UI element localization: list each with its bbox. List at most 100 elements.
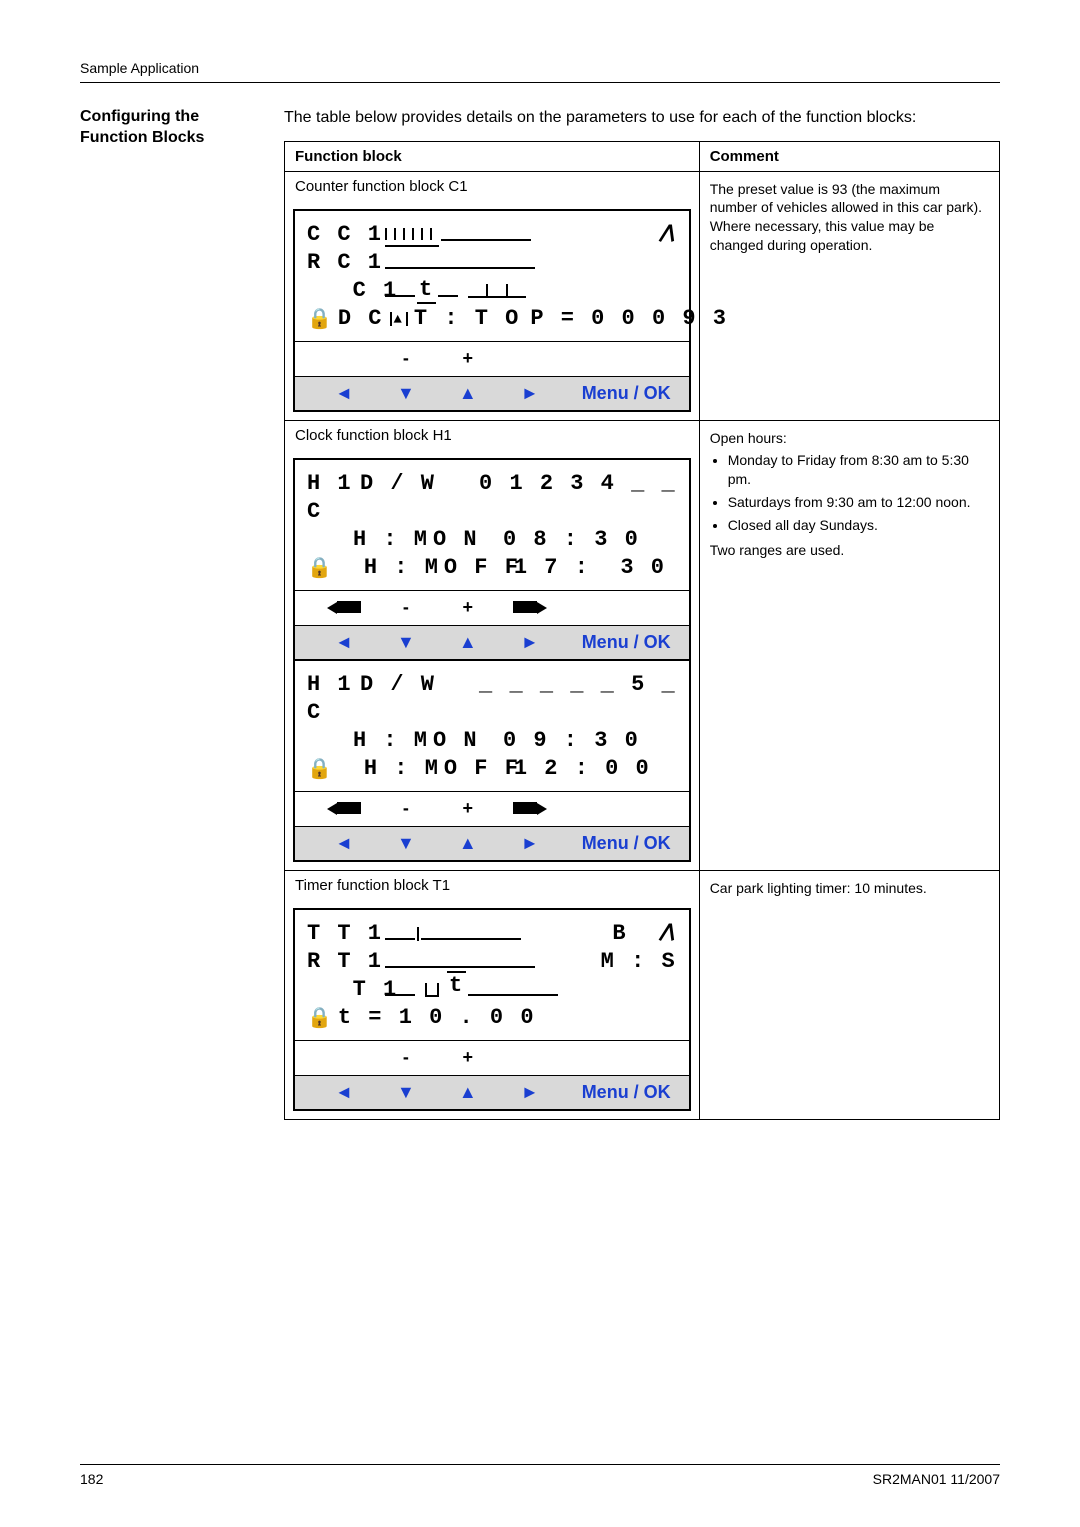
h1-off-time: 1 7 : 3 0 <box>514 555 666 580</box>
c1-comment: The preset value is 93 (the maximum numb… <box>699 171 999 420</box>
c1-nav-row: ◄ ▼ ▲ ► Menu / OK <box>295 376 689 410</box>
block-icon <box>513 802 537 814</box>
h1-title: Clock function block H1 <box>285 421 699 450</box>
down-arrow-button[interactable]: ▼ <box>375 833 437 854</box>
t1-lcd: T T 1 B 𐌡 R T 1 M : S <box>293 908 691 1111</box>
bar-icon <box>468 984 558 996</box>
bar-icon <box>385 984 415 996</box>
menu-ok-button[interactable]: Menu / OK <box>561 632 671 653</box>
h1-comment: Open hours: Monday to Friday from 8:30 a… <box>699 420 999 870</box>
block-left-icon[interactable] <box>327 798 337 818</box>
t1-ms: M : S <box>601 949 677 974</box>
t1-t1: T 1 <box>307 977 377 1002</box>
side-title: Configuring the Function Blocks <box>80 107 260 1120</box>
c1-t-label: t <box>417 277 436 304</box>
h1-comment-b3: Closed all day Sundays. <box>728 516 989 535</box>
menu-ok-button[interactable]: Menu / OK <box>561 383 671 404</box>
h1b-on: O N <box>433 728 503 753</box>
down-arrow-button[interactable]: ▼ <box>375 1082 437 1103</box>
plus-button[interactable]: + <box>437 1047 499 1068</box>
function-block-table: Function block Comment Counter function … <box>284 141 1000 1120</box>
right-arrow-button[interactable]: ► <box>499 632 561 653</box>
h1b-on-time: 0 9 : 3 0 <box>503 728 640 753</box>
up-arrow-button[interactable]: ▲ <box>437 1082 499 1103</box>
left-arrow-button[interactable]: ◄ <box>313 632 375 653</box>
h1-comment-head: Open hours: <box>710 429 989 448</box>
c1-lcd: C C 1 𐌡 R C 1 C 1 <box>293 209 691 412</box>
side-title-line1: Configuring the <box>80 108 199 125</box>
lock-icon: 🔒 <box>307 1005 334 1031</box>
t1-b: B <box>612 921 627 946</box>
t1-value: t = 1 0 . 0 0 <box>338 1005 536 1030</box>
right-arrow-button[interactable]: ► <box>499 383 561 404</box>
page-footer: 182 SR2MAN01 11/2007 <box>80 1464 1000 1487</box>
h1-on: O N <box>433 527 503 552</box>
lock-icon: 🔒 <box>307 555 334 581</box>
h1-dw: D / W <box>353 471 443 496</box>
bar-icon <box>385 956 535 968</box>
h1b-c: C <box>307 700 322 725</box>
h1-comment-b1: Monday to Friday from 8:30 am to 5:30 pm… <box>728 451 989 489</box>
t1-tt1: T T 1 <box>307 921 377 946</box>
running-head: Sample Application <box>80 60 1000 76</box>
c1-title: Counter function block C1 <box>285 172 699 201</box>
h1-hm2: H : M <box>364 555 444 580</box>
down-arrow-button[interactable]: ▼ <box>375 632 437 653</box>
plus-button[interactable]: + <box>437 597 499 618</box>
h1-days: 0 1 2 3 4 _ _ <box>443 471 677 496</box>
menu-ok-button[interactable]: Menu / OK <box>561 833 671 854</box>
block-icon <box>337 802 361 814</box>
minus-button[interactable]: - <box>375 348 437 369</box>
col-head-comment: Comment <box>699 141 999 171</box>
footer-page-number: 182 <box>80 1471 103 1487</box>
up-arrow-button[interactable]: ▲ <box>437 383 499 404</box>
bar-icon <box>441 229 531 241</box>
c1-preset: P = 0 0 0 9 3 <box>530 306 728 331</box>
h1-c: C <box>307 499 322 524</box>
plus-button[interactable]: + <box>437 348 499 369</box>
bar-icon <box>385 285 415 297</box>
up-arrow-button[interactable]: ▲ <box>437 632 499 653</box>
lock-icon: 🔒 <box>307 756 334 782</box>
t1-comment: Car park lighting timer: 10 minutes. <box>699 870 999 1119</box>
top-rule <box>80 82 1000 83</box>
h1-comment-tail: Two ranges are used. <box>710 541 989 560</box>
down-arrow-button[interactable]: ▼ <box>375 383 437 404</box>
c1-dc-label: D C <box>338 306 384 331</box>
h1-off: O F F <box>444 555 514 580</box>
tick-icon <box>417 927 419 941</box>
left-arrow-button[interactable]: ◄ <box>313 383 375 404</box>
block-left-icon[interactable] <box>327 597 337 617</box>
bar-icon <box>385 257 535 269</box>
footer-doc-code: SR2MAN01 11/2007 <box>873 1471 1000 1487</box>
minus-button[interactable]: - <box>375 1047 437 1068</box>
waveform-ticks-icon <box>385 222 439 247</box>
h1b-hm2: H : M <box>364 756 444 781</box>
col-head-function-block: Function block <box>285 141 700 171</box>
c1-c1-label: C 1 <box>307 278 377 303</box>
bar-icon <box>438 285 458 297</box>
h1-on-time: 0 8 : 3 0 <box>503 527 640 552</box>
h1b-off-time: 1 2 : 0 0 <box>514 756 651 781</box>
h1b-hm: H : M <box>353 728 433 753</box>
h1b-label: H 1 <box>307 672 353 697</box>
left-arrow-button[interactable]: ◄ <box>313 1082 375 1103</box>
side-title-line2: Function Blocks <box>80 129 204 146</box>
block-right-icon[interactable] <box>537 798 547 818</box>
minus-button[interactable]: - <box>375 798 437 819</box>
t1-rt1: R T 1 <box>307 949 377 974</box>
h1-hm: H : M <box>353 527 433 552</box>
up-arrow-button[interactable]: ▲ <box>437 833 499 854</box>
plus-button[interactable]: + <box>437 798 499 819</box>
right-arrow-button[interactable]: ► <box>499 1082 561 1103</box>
left-arrow-button[interactable]: ◄ <box>313 833 375 854</box>
square-wave-icon <box>468 284 526 298</box>
menu-ok-button[interactable]: Menu / OK <box>561 1082 671 1103</box>
block-right-icon[interactable] <box>537 597 547 617</box>
c1-rc1-label: R C 1 <box>307 250 377 275</box>
right-arrow-button[interactable]: ► <box>499 833 561 854</box>
minus-button[interactable]: - <box>375 597 437 618</box>
bar-icon <box>385 928 415 940</box>
pulse-icon: 𐌡 <box>658 921 677 947</box>
h1-label: H 1 <box>307 471 353 496</box>
